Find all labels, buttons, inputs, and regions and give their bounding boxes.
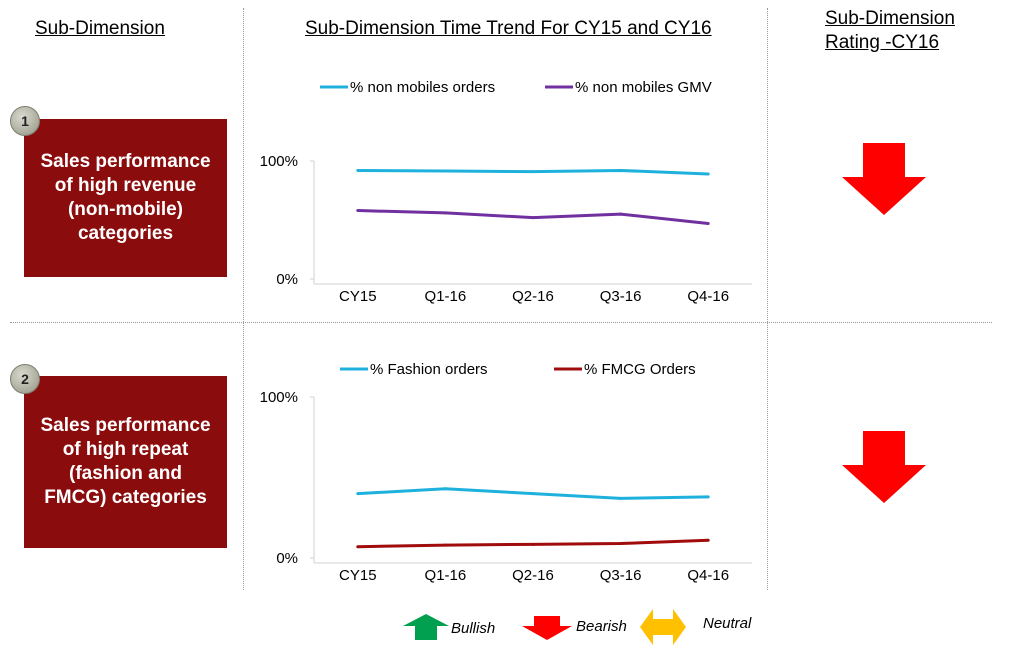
column-divider-left [243, 8, 244, 590]
neutral-key-icon [640, 609, 686, 645]
data-point-2-0-4 [706, 495, 710, 499]
sub-dimension-label-1: Sales performance of high revenue (non-m… [40, 151, 211, 244]
legend-label-2-1: % FMCG Orders [584, 361, 696, 378]
bullish-key-icon [403, 614, 449, 640]
rating-header-line2: Rating -CY16 [825, 32, 940, 53]
x-tick-label-1-1: Q1-16 [425, 288, 467, 305]
legend-label-1-1: % non mobiles GMV [575, 79, 712, 96]
bearish-rating-arrow-2 [842, 431, 926, 503]
data-point-1-1-1 [443, 211, 447, 215]
data-point-2-0-0 [356, 492, 360, 496]
x-tick-label-1-0: CY15 [339, 288, 377, 305]
sub-dimension-card-1: Sales performance of high revenue (non-m… [24, 119, 227, 277]
data-point-1-0-1 [443, 169, 447, 173]
legend-label-1-0: % non mobiles orders [350, 79, 495, 96]
data-point-2-1-3 [619, 542, 623, 546]
x-tick-label-2-0: CY15 [339, 567, 377, 584]
bullish-key-label: Bullish [451, 620, 496, 637]
data-point-1-0-2 [531, 170, 535, 174]
x-tick-label-2-1: Q1-16 [425, 567, 467, 584]
time-trend-header: Sub-Dimension Time Trend For CY15 and CY… [305, 18, 712, 39]
x-tick-label-2-3: Q3-16 [600, 567, 642, 584]
y-tick-label-1-1: 100% [260, 153, 298, 170]
data-point-2-0-3 [619, 496, 623, 500]
x-tick-label-1-4: Q4-16 [687, 288, 729, 305]
data-point-1-1-4 [706, 222, 710, 226]
row-number-badge-2: 2 [10, 364, 40, 394]
data-point-2-0-1 [443, 487, 447, 491]
x-tick-label-2-2: Q2-16 [512, 567, 554, 584]
x-tick-label-1-2: Q2-16 [512, 288, 554, 305]
neutral-key-label: Neutral [703, 615, 752, 632]
data-point-2-1-2 [531, 542, 535, 546]
y-tick-label-2-1: 100% [260, 389, 298, 406]
data-point-1-1-3 [619, 212, 623, 216]
rating-header-line1: Sub-Dimension [825, 8, 955, 29]
row-divider [10, 322, 992, 323]
data-point-2-1-1 [443, 543, 447, 547]
x-tick-label-2-4: Q4-16 [687, 567, 729, 584]
y-tick-label-1-0: 0% [276, 271, 298, 288]
column-divider-right [767, 8, 768, 590]
data-point-2-1-4 [706, 538, 710, 542]
data-point-1-1-0 [356, 209, 360, 213]
data-point-1-1-2 [531, 216, 535, 220]
data-point-1-0-4 [706, 172, 710, 176]
sub-dimension-card-2: Sales performance of high repeat (fashio… [24, 376, 227, 548]
data-point-1-0-0 [356, 168, 360, 172]
sub-dimension-label-2: Sales performance of high repeat (fashio… [40, 415, 211, 508]
bearish-key-icon [522, 616, 572, 640]
bearish-rating-arrow-1 [842, 143, 926, 215]
data-point-1-0-3 [619, 168, 623, 172]
sub-dimension-header: Sub-Dimension [35, 18, 165, 39]
legend-label-2-0: % Fashion orders [370, 361, 488, 378]
y-tick-label-2-0: 0% [276, 550, 298, 567]
data-point-2-1-0 [356, 545, 360, 549]
row-number-badge-1: 1 [10, 106, 40, 136]
bearish-key-label: Bearish [576, 618, 627, 635]
x-tick-label-1-3: Q3-16 [600, 288, 642, 305]
data-point-2-0-2 [531, 492, 535, 496]
